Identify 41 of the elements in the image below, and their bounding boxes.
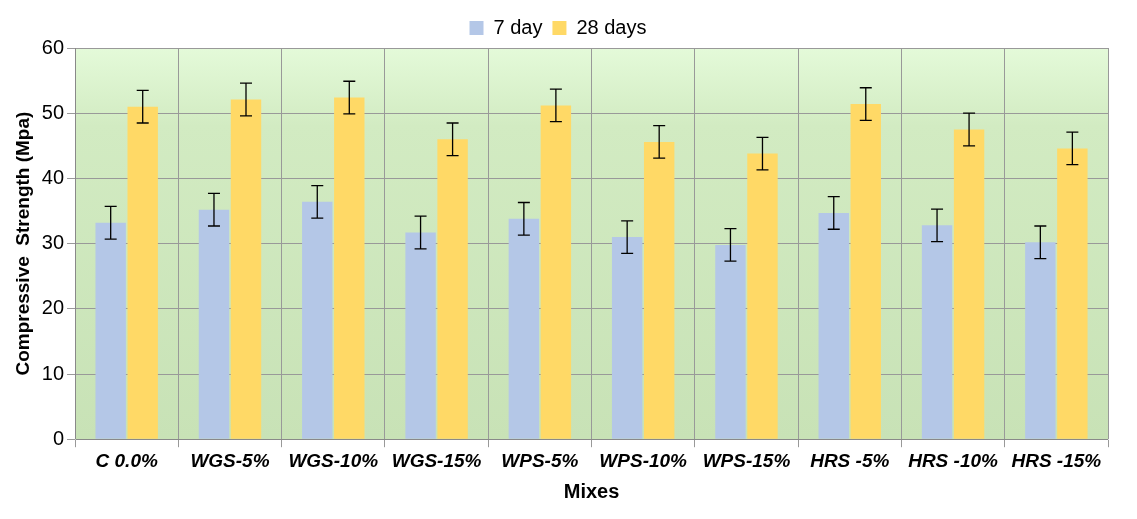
x-tick-label: HRS -10%	[908, 449, 999, 471]
bar	[127, 106, 158, 439]
x-tick-label: C 0.0%	[95, 449, 158, 471]
x-axis-title: Mixes	[563, 479, 620, 502]
y-tick-label: 60	[41, 35, 65, 58]
x-tick-label: WPS-10%	[599, 449, 688, 471]
x-tick-label: HRS -5%	[810, 449, 890, 471]
x-tick-label: WGS-5%	[190, 449, 270, 471]
x-tick-label: WGS-10%	[288, 449, 379, 471]
legend-label: 7 day	[493, 15, 543, 38]
bar	[508, 218, 540, 439]
bar	[1057, 148, 1088, 439]
y-tick-label: 10	[41, 361, 65, 384]
x-tick-label: WPS-15%	[702, 449, 791, 471]
y-tick-label: 30	[41, 231, 65, 254]
y-tick-label: 50	[41, 100, 65, 123]
bar	[643, 141, 675, 439]
y-axis-title: Compressive Strength (Mpa)	[11, 111, 33, 376]
bar	[302, 201, 333, 439]
bar	[818, 212, 849, 439]
x-tick-label: WGS-15%	[391, 449, 482, 471]
bar	[953, 129, 985, 439]
x-tick-label: WPS-5%	[501, 449, 579, 471]
bar	[334, 97, 365, 439]
bar	[611, 237, 643, 439]
bar	[95, 222, 126, 439]
bar	[540, 105, 572, 439]
bar	[230, 99, 262, 439]
bar	[747, 153, 778, 439]
bar	[1025, 242, 1056, 439]
bar	[921, 225, 953, 439]
bar	[715, 244, 746, 439]
bar	[198, 209, 230, 439]
y-tick-label: 40	[41, 165, 65, 188]
bar	[405, 232, 436, 439]
y-tick-label: 0	[52, 426, 65, 449]
bar	[437, 139, 468, 439]
bar	[850, 104, 881, 439]
legend-label: 28 days	[576, 15, 647, 38]
y-tick-label: 20	[41, 296, 65, 319]
x-tick-label: HRS -15%	[1011, 449, 1102, 471]
